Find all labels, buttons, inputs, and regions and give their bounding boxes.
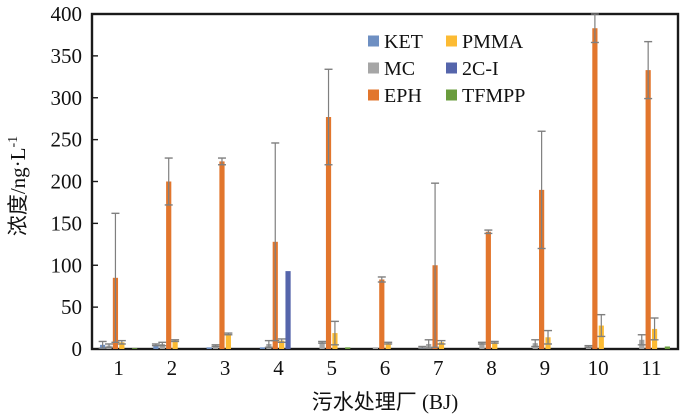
bar-KET-2 [153, 344, 159, 349]
bar-MC-5 [319, 342, 325, 349]
bar-MC-8 [479, 343, 485, 349]
bar-KET-4 [259, 347, 266, 349]
bar-PMMA-7 [438, 342, 445, 349]
bar-EPH-2 [166, 181, 172, 349]
x-tick-label-5: 5 [326, 356, 337, 380]
y-tick-label: 250 [51, 128, 83, 152]
x-tick-label-10: 10 [588, 356, 609, 380]
bar-KET-3 [206, 347, 212, 349]
y-tick-label: 100 [51, 253, 83, 277]
x-tick-label-7: 7 [433, 356, 444, 380]
bar-MC-2 [159, 343, 165, 349]
bar-EPH-9 [539, 189, 545, 349]
bar-PMMA-1 [119, 342, 125, 349]
x-tick-label-2: 2 [167, 356, 178, 380]
x-axis-title: 污水处理厂 (BJ) [311, 390, 459, 414]
x-tick-label-8: 8 [486, 356, 497, 380]
legend-swatch-MC [368, 62, 379, 74]
y-tick-label: 0 [72, 337, 83, 361]
bar-2C-I-4 [285, 271, 291, 349]
legend-label-EPH: EPH [384, 85, 422, 107]
y-tick-label: 150 [51, 211, 83, 235]
bar-MC-3 [212, 345, 219, 349]
bar-PMMA-4 [279, 340, 285, 349]
bar-TFMPP-1 [132, 348, 138, 349]
bar-PMMA-8 [492, 342, 498, 349]
y-tick-label: 50 [61, 295, 82, 319]
y-tick-label: 200 [51, 170, 83, 194]
y-axis-title: 浓度/ng·L-1 [2, 136, 32, 236]
bar-PMMA-10 [598, 325, 604, 349]
legend-label-PMMA: PMMA [462, 31, 524, 53]
x-tick-label-9: 9 [540, 356, 551, 380]
x-tick-label-6: 6 [380, 356, 391, 380]
y-tick-label: 350 [51, 44, 83, 68]
y-axis-title-superscript: -1 [6, 135, 21, 148]
y-tick-label: 300 [51, 86, 83, 110]
legend-label-MC: MC [384, 58, 415, 80]
bar-EPH-3 [219, 161, 225, 349]
legend-swatch-2C-I [446, 62, 457, 74]
bar-EPH-8 [485, 231, 491, 349]
bar-MC-6 [372, 347, 378, 349]
legend-label-KET: KET [384, 31, 423, 53]
bar-TFMPP-5 [345, 347, 351, 349]
legend-label-TFMPP: TFMPP [462, 85, 525, 107]
x-tick-label-3: 3 [220, 356, 231, 380]
x-tick-label-11: 11 [641, 356, 661, 380]
bar-EPH-10 [592, 28, 598, 350]
y-tick-label: 400 [51, 2, 83, 26]
x-tick-label-1: 1 [113, 356, 124, 380]
legend-swatch-PMMA [446, 35, 457, 47]
x-tick-label-4: 4 [273, 356, 284, 380]
bar-PMMA-6 [385, 343, 391, 349]
bar-TFMPP-11 [664, 346, 670, 349]
bar-EPH-11 [645, 70, 651, 350]
legend-swatch-KET [368, 35, 379, 47]
legend-label-2C-I: 2C-I [462, 58, 499, 80]
legend-swatch-TFMPP [446, 89, 457, 101]
y-axis-title-text: 浓度/ng·L [6, 147, 30, 237]
bar-PMMA-3 [225, 333, 231, 349]
bar-EPH-5 [325, 117, 332, 349]
legend-swatch-EPH [368, 89, 379, 101]
bar-PMMA-2 [172, 340, 178, 349]
bar-EPH-6 [379, 279, 385, 349]
